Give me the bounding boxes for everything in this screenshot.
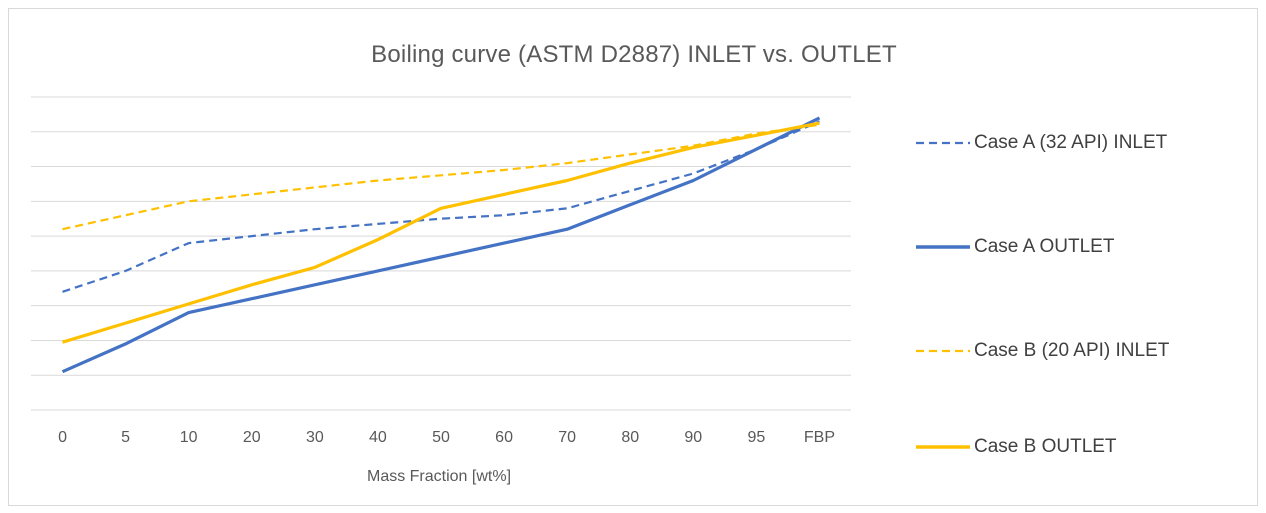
legend-item: Case A OUTLET [914,232,1114,262]
x-tick-label: 0 [58,429,67,446]
chart-plot-area: 0 5 10 20 30 40 50 60 70 80 90 95 FBP Mass Fraction … [31,96,851,485]
series-line-3 [62,123,820,231]
legend-swatch [916,349,970,353]
chart-legend: Case A (32 API) INLET Case A OUTLET Case B… [914,109,1244,469]
x-tick-label: 10 [180,429,198,446]
x-tick-label: 70 [558,429,576,446]
x-tick-label: 80 [621,429,639,446]
x-tick-label: 60 [495,429,513,446]
series-line-2 [61,116,821,374]
legend-label: Case B (20 API) INLET [974,340,1170,361]
series-line-1 [62,120,820,293]
series-lines [61,116,821,374]
x-tick-label: 90 [684,429,702,446]
legend-swatch [916,245,970,249]
legend-item: Case B (20 API) INLET [914,336,1169,366]
legend-item: Case B OUTLET [914,432,1117,462]
legend-label: Case B OUTLET [974,436,1117,457]
x-tick-label: 20 [243,429,261,446]
x-tick-label: 50 [432,429,450,446]
legend-label: Case A (32 API) INLET [974,132,1168,153]
legend-label: Case A OUTLET [974,236,1115,257]
series-line-4 [62,121,820,344]
grid-lines [31,96,851,411]
x-tick-label: 40 [369,429,387,446]
x-tick-label: FBP [804,429,835,446]
legend-swatch [916,141,970,145]
x-tick-labels: 0 5 10 20 30 40 50 60 70 80 90 95 FBP [58,429,835,446]
x-tick-label: 5 [121,429,130,446]
x-tick-label: 95 [747,429,765,446]
x-axis-title: Mass Fraction [wt%] [367,468,511,485]
legend-item: Case A (32 API) INLET [914,128,1167,158]
legend-swatch [916,445,970,449]
x-tick-label: 30 [306,429,324,446]
chart-title: Boiling curve (ASTM D2887) INLET vs. OUT… [371,41,897,68]
chart-frame: Boiling curve (ASTM D2887) INLET vs. OUT… [8,8,1258,506]
